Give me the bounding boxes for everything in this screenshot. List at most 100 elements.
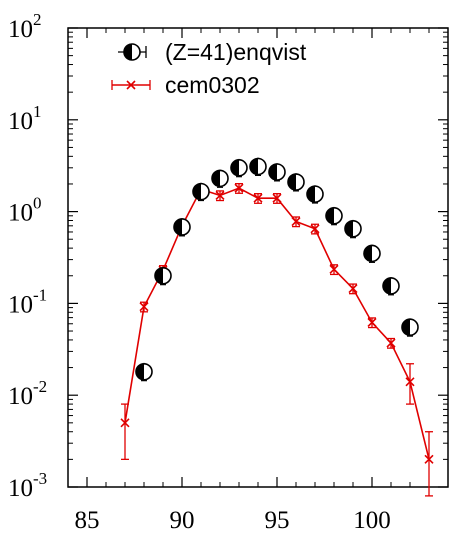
legend-symbol-cem0302 xyxy=(111,80,151,90)
chart-marks xyxy=(120,157,434,497)
point-enqvist xyxy=(249,157,267,176)
axis-ticks xyxy=(67,27,449,488)
point-enqvist xyxy=(325,206,343,226)
legend-symbol-enqvist xyxy=(118,43,147,61)
marker-half-circle xyxy=(154,266,172,285)
y-tick-label-exponent: 2 xyxy=(33,10,42,29)
point-cem0302 xyxy=(367,317,377,329)
y-tick-label-exponent: 1 xyxy=(33,102,42,121)
point-cem0302 xyxy=(253,193,263,204)
marker-x xyxy=(367,317,377,328)
y-tick-label-exponent: -2 xyxy=(33,377,47,396)
marker-half-circle xyxy=(363,244,381,263)
marker-half-circle xyxy=(211,169,229,188)
point-enqvist xyxy=(306,185,324,204)
y-tick-label: 100 xyxy=(8,194,42,227)
marker-half-circle xyxy=(325,207,343,225)
marker-x xyxy=(272,193,282,203)
point-cem0302 xyxy=(139,301,149,313)
marker-fill xyxy=(307,186,315,203)
marker-half-circle xyxy=(306,185,324,203)
marker-fill xyxy=(174,218,182,235)
y-tick-label: 10-1 xyxy=(8,285,47,318)
x-tick-label: 95 xyxy=(265,507,290,534)
marker-half-circle xyxy=(287,173,305,191)
point-enqvist xyxy=(382,277,400,296)
point-enqvist xyxy=(401,318,419,337)
marker-x xyxy=(120,418,130,428)
point-cem0302 xyxy=(405,363,415,405)
y-tick-label-exponent: -3 xyxy=(33,469,47,488)
point-enqvist xyxy=(268,163,286,182)
legend-entry-cem0302: cem0302 xyxy=(111,72,260,98)
x-tick-label: 100 xyxy=(353,507,391,534)
point-cem0302 xyxy=(386,337,396,349)
y-tick-label-base: 10 xyxy=(8,291,33,318)
marker-half-circle xyxy=(173,218,191,236)
marker-half-circle xyxy=(344,219,362,238)
marker-x xyxy=(348,284,358,294)
x-axis-tick-labels: 85 90 95 100 xyxy=(75,507,391,534)
marker-fill xyxy=(231,159,239,176)
marker-x xyxy=(291,216,301,227)
marker-fill xyxy=(269,164,277,181)
marker-half-circle xyxy=(135,362,153,381)
x-tick-label: 90 xyxy=(170,507,195,534)
marker-half-circle xyxy=(230,159,248,177)
marker-x xyxy=(215,190,225,201)
y-tick-label: 101 xyxy=(8,102,42,135)
y-tick-label: 10-2 xyxy=(8,377,47,410)
point-cem0302 xyxy=(291,216,301,228)
marker-x xyxy=(405,377,415,387)
point-cem0302 xyxy=(424,431,434,497)
point-cem0302 xyxy=(215,190,225,202)
legend-label-enqvist: (Z=41)enqvist xyxy=(165,39,307,65)
legend-entry-enqvist: (Z=41)enqvist xyxy=(118,39,307,65)
point-enqvist xyxy=(344,219,362,239)
point-enqvist xyxy=(287,173,305,192)
point-cem0302 xyxy=(234,182,244,194)
marker-x xyxy=(386,338,396,348)
y-tick-label: 102 xyxy=(8,10,42,43)
marker-x xyxy=(329,264,339,274)
marker-x xyxy=(310,224,320,234)
marker-fill xyxy=(124,44,132,60)
point-enqvist xyxy=(230,158,248,178)
point-cem0302 xyxy=(310,223,320,235)
legend-marker-x xyxy=(126,80,136,90)
marker-half-circle xyxy=(249,157,267,176)
marker-x xyxy=(253,193,263,203)
marker-x xyxy=(139,302,149,312)
y-tick-label-base: 10 xyxy=(8,200,33,227)
marker-fill xyxy=(136,363,144,380)
legend: (Z=41)enqvist cem0302 xyxy=(111,39,307,98)
marker-x xyxy=(424,454,434,464)
marker-fill xyxy=(402,319,410,336)
point-cem0302 xyxy=(120,403,130,461)
point-enqvist xyxy=(211,169,229,188)
point-enqvist xyxy=(154,266,172,286)
y-tick-label-base: 10 xyxy=(8,108,33,135)
point-cem0302 xyxy=(348,283,358,295)
point-cem0302 xyxy=(329,264,339,276)
legend-label-cem0302: cem0302 xyxy=(165,72,260,98)
y-tick-label-base: 10 xyxy=(8,16,33,43)
marker-half-circle xyxy=(192,182,210,201)
series-line-cem0302 xyxy=(124,187,430,460)
y-tick-label-exponent: 0 xyxy=(33,194,42,213)
point-enqvist xyxy=(173,218,191,237)
x-tick-label: 85 xyxy=(75,507,100,534)
marker-fill xyxy=(155,267,163,284)
y-tick-label-base: 10 xyxy=(8,383,33,410)
marker-half-circle xyxy=(401,318,419,337)
point-enqvist xyxy=(192,182,210,202)
marker-half-circle xyxy=(268,163,286,181)
marker-fill xyxy=(345,220,353,237)
marker-fill xyxy=(364,245,372,262)
marker-fill xyxy=(212,170,220,187)
point-enqvist xyxy=(135,362,153,382)
marker-half-circle xyxy=(382,277,400,295)
y-tick-label: 10-3 xyxy=(8,469,47,502)
